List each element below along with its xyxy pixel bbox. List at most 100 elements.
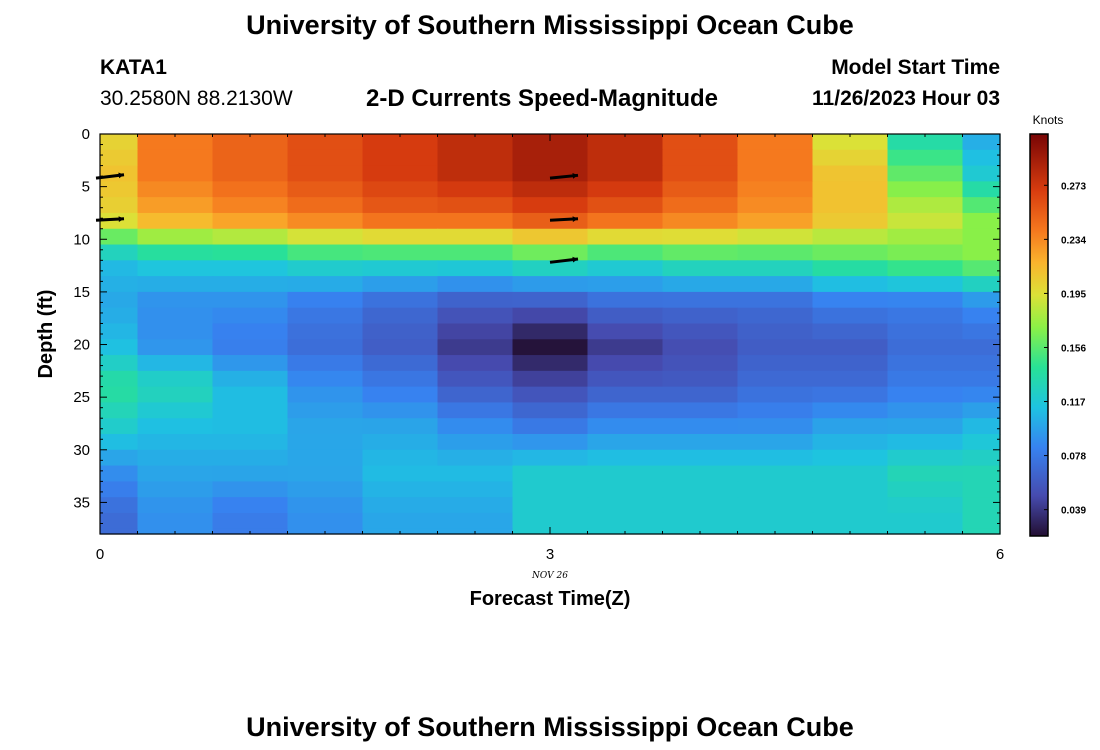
heatmap-cell	[962, 149, 1001, 167]
current-vector	[549, 216, 579, 222]
heatmap-cell	[212, 212, 289, 230]
heatmap-cell	[737, 260, 814, 277]
heatmap-cell	[137, 418, 214, 435]
heatmap-cell	[437, 291, 514, 309]
heatmap-cell	[362, 465, 439, 482]
heatmap-cell	[287, 386, 364, 404]
heatmap-cell	[662, 276, 739, 293]
heatmap-cell	[737, 512, 814, 530]
heatmap-cell	[437, 307, 514, 325]
heatmap-cell	[100, 339, 139, 356]
heatmap-cell	[662, 339, 739, 356]
x-axis-label: Forecast Time(Z)	[470, 588, 631, 610]
current-vector	[95, 216, 125, 222]
heatmap-cell	[812, 449, 889, 467]
heatmap-cell	[962, 165, 1001, 182]
heatmap-cell	[887, 402, 964, 419]
y-tick-label: 10	[73, 231, 90, 248]
heatmap-cell	[962, 134, 1001, 151]
heatmap-cell	[512, 244, 589, 261]
heatmap-cell	[587, 339, 664, 356]
heatmap-cell	[587, 386, 664, 404]
heatmap-cell	[437, 212, 514, 230]
heatmap-cell	[587, 212, 664, 230]
y-axis: 0 5 10 15 20 25 30 35	[73, 126, 1000, 535]
heatmap-cell	[287, 244, 364, 261]
heatmap-cell	[737, 181, 814, 198]
heatmap-cell	[737, 370, 814, 388]
heatmap-cell	[512, 512, 589, 530]
heatmap-cell	[100, 434, 139, 451]
heatmap-cell	[962, 307, 1001, 325]
current-vector	[95, 172, 125, 180]
heatmap-cell	[362, 291, 439, 309]
heatmap-cell	[887, 481, 964, 498]
heatmap-cell	[662, 386, 739, 404]
heatmap-cell	[812, 434, 889, 451]
heatmap-cell	[887, 197, 964, 214]
heatmap-cell	[212, 197, 289, 214]
heatmap-cell	[212, 291, 289, 309]
current-vectors	[95, 172, 579, 264]
heatmap-cell	[737, 449, 814, 467]
heatmap-cell	[812, 244, 889, 261]
heatmap-cell	[887, 418, 964, 435]
heatmap-cell	[887, 291, 964, 309]
heatmap-cell	[887, 386, 964, 404]
heatmap-cell	[100, 228, 139, 246]
heatmap-cell	[887, 149, 964, 167]
heatmap-cell	[287, 449, 364, 467]
heatmap-cell	[137, 449, 214, 467]
y-tick-label: 0	[82, 126, 90, 143]
heatmap-cell	[812, 276, 889, 293]
page-title: University of Southern Mississippi Ocean…	[246, 10, 854, 40]
heatmap-cell	[962, 323, 1001, 340]
heatmap-cell	[512, 497, 589, 514]
heatmap-cell	[662, 481, 739, 498]
model-start-label: Model Start Time	[831, 56, 1000, 79]
heatmap-cell	[212, 465, 289, 482]
heatmap-cell	[662, 165, 739, 182]
heatmap-cell	[812, 339, 889, 356]
heatmap-cell	[362, 434, 439, 451]
heatmap-cell	[212, 481, 289, 498]
heatmap-cell	[587, 149, 664, 167]
heatmap-cell	[362, 402, 439, 419]
heatmap-cell	[812, 228, 889, 246]
heatmap-cell	[212, 276, 289, 293]
heatmap-cell	[437, 497, 514, 514]
heatmap-cell	[962, 276, 1001, 293]
heatmap-cell	[100, 465, 139, 482]
heatmap-cell	[287, 165, 364, 182]
heatmap-cell	[812, 149, 889, 167]
heatmap-cell	[212, 449, 289, 467]
heatmap-cell	[137, 355, 214, 372]
y-tick-label: 5	[82, 179, 90, 196]
heatmap-cell	[437, 512, 514, 530]
heatmap-cell	[137, 402, 214, 419]
heatmap-cell	[887, 497, 964, 514]
heatmap-cell	[100, 307, 139, 325]
y-tick-label: 25	[73, 389, 90, 406]
heatmap-cell	[437, 244, 514, 261]
y-tick-label: 30	[73, 442, 90, 459]
heatmap-cell	[512, 197, 589, 214]
heatmap-cell	[512, 276, 589, 293]
y-tick-label: 15	[73, 284, 90, 301]
heatmap-cell	[812, 197, 889, 214]
heatmap-cell	[512, 323, 589, 340]
heatmap-cell	[512, 370, 589, 388]
heatmap-cell	[100, 355, 139, 372]
heatmap-cell	[887, 512, 964, 530]
heatmap-cell	[587, 434, 664, 451]
heatmap-cell	[437, 418, 514, 435]
heatmap-cell	[962, 418, 1001, 435]
heatmap-cell	[887, 307, 964, 325]
heatmap-cell	[962, 291, 1001, 309]
heatmap-cell	[887, 355, 964, 372]
heatmap-cell	[362, 355, 439, 372]
heatmap-cell	[662, 418, 739, 435]
heatmap-cell	[587, 181, 664, 198]
heatmap-cell	[812, 260, 889, 277]
heatmap-cell	[137, 149, 214, 167]
